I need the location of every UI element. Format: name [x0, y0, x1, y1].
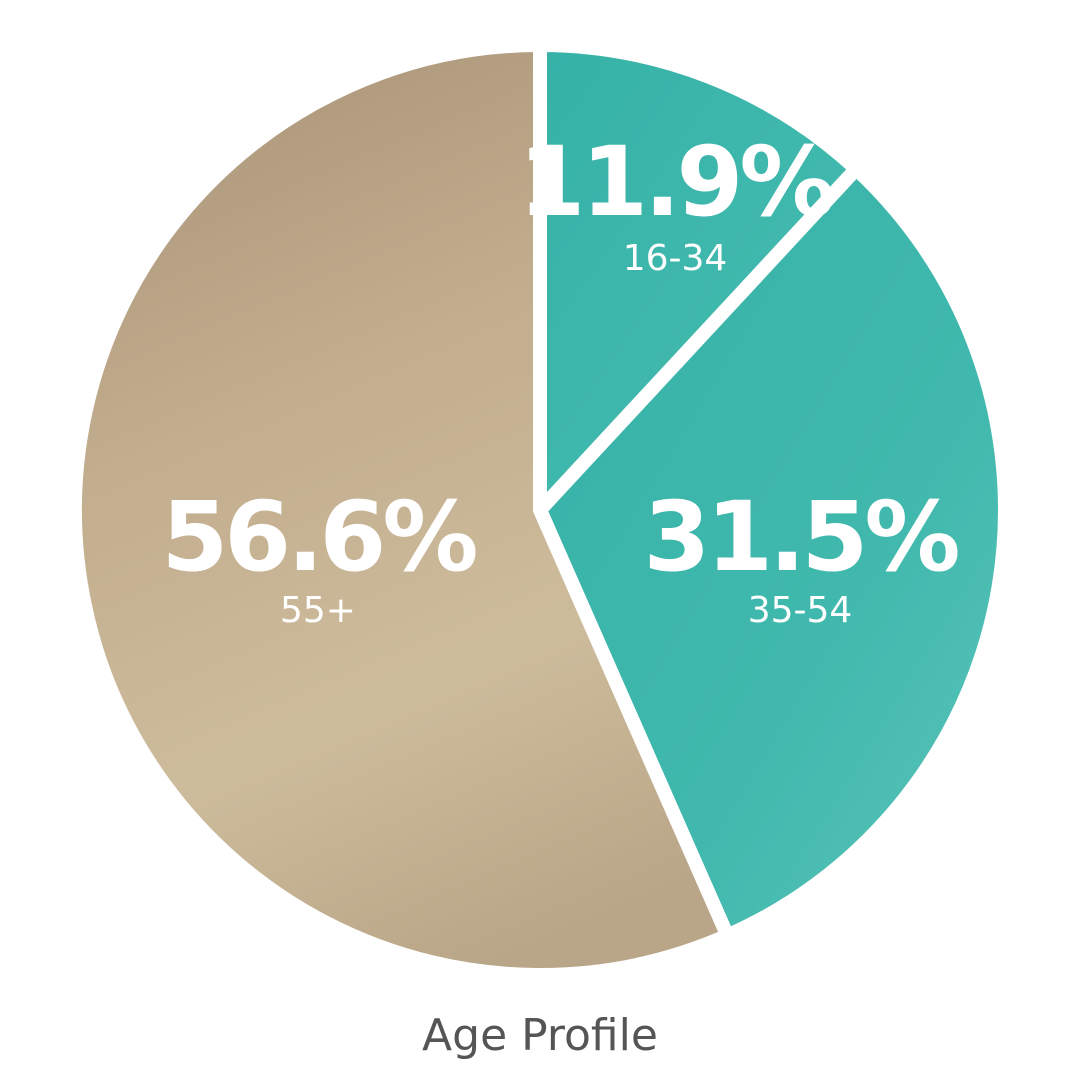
pie-slice-35-54 [533, 162, 1012, 943]
slice-category-label: 55+ [280, 590, 356, 631]
slice-value-label: 11.9% [518, 126, 833, 238]
slice-category-label: 35-54 [748, 590, 853, 631]
pie-slice-16-34 [533, 38, 864, 517]
pie-chart: 11.9%16-34 31.5%35-54 56.6%55+ [68, 38, 1012, 982]
pie-slice-55plus [68, 38, 735, 982]
slice-value-label: 56.6% [161, 481, 476, 593]
chart-title: Age Profile [422, 1010, 658, 1061]
slice-value-label: 31.5% [643, 481, 958, 593]
slice-category-label: 16-34 [623, 238, 728, 279]
